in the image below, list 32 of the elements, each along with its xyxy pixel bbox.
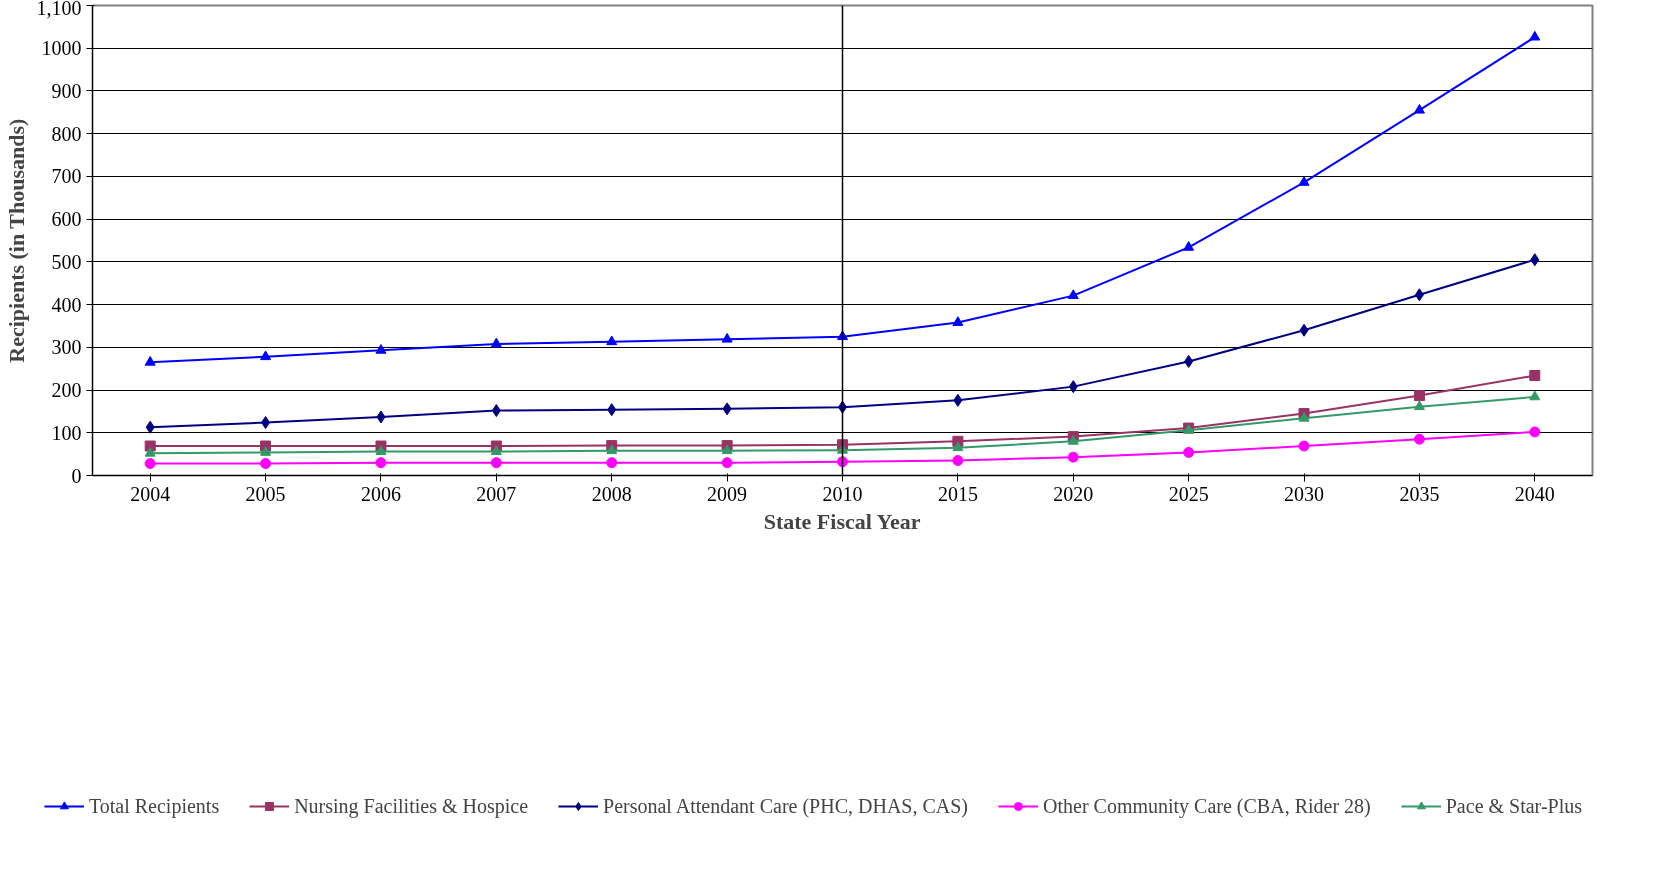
x-axis-title: State Fiscal Year [763,508,921,534]
x-tick-label: 2020 [1053,482,1094,505]
x-tick-label: 2015 [937,482,978,505]
legend-label: Personal Attendant Care (PHC, DHAS, CAS) [603,794,969,818]
legend-label: Total Recipients [88,794,220,818]
x-tick-label: 2040 [1514,482,1555,505]
y-tick-label: 800 [51,122,82,145]
x-tick-label: 2010 [822,482,863,505]
x-tick-label: 2004 [130,482,171,505]
x-tick-label: 2030 [1284,482,1325,505]
legend-label: Nursing Facilities & Hospice [294,794,529,818]
y-tick-label: 600 [51,208,82,231]
y-tick-label: 1000 [41,37,82,60]
y-tick-label: 200 [51,379,82,402]
legend-label: Pace & Star-Plus [1445,794,1582,818]
y-tick-label: 900 [51,79,82,102]
x-tick-label: 2009 [707,482,748,505]
x-tick-label: 2007 [476,482,517,505]
y-tick-label: 400 [51,293,82,316]
x-tick-label: 2005 [245,482,286,505]
x-tick-label: 2008 [591,482,632,505]
y-tick-label: 0 [71,464,82,487]
y-tick-label: 1,100 [36,0,82,19]
y-tick-label: 300 [51,336,82,359]
legend-label: Other Community Care (CBA, Rider 28) [1043,794,1371,818]
y-tick-label: 700 [51,165,82,188]
x-tick-label: 2025 [1168,482,1209,505]
x-tick-label: 2035 [1399,482,1440,505]
x-tick-label: 2006 [360,482,401,505]
y-axis-title: Recipients (in Thousands) [3,118,29,363]
y-tick-label: 500 [51,250,82,273]
y-tick-label: 100 [51,421,82,444]
